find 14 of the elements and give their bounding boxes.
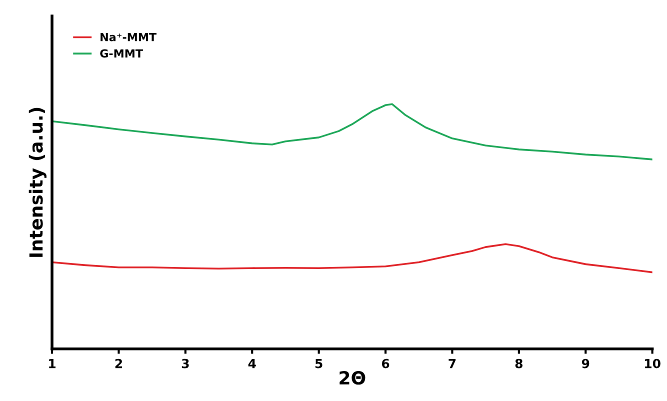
x-tick-label: 10 (645, 358, 660, 368)
x-tick-label: 6 (382, 358, 390, 368)
x-tick-label: 8 (515, 358, 522, 368)
x-tick-label: 3 (182, 358, 189, 368)
legend-label: Na⁺-MMT (100, 33, 156, 42)
y-axis-title: Intensity (a.u.) (28, 108, 46, 257)
x-axis-title: 2Θ (340, 371, 366, 385)
legend-label: G-MMT (100, 49, 143, 58)
x-tick-label: 7 (448, 358, 456, 368)
x-tick-label: 4 (248, 358, 256, 368)
x-tick-label: 9 (582, 358, 590, 368)
x-tick-label: 2 (115, 358, 122, 368)
x-tick-label: 1 (49, 358, 56, 368)
x-tick-label: 5 (315, 358, 322, 368)
